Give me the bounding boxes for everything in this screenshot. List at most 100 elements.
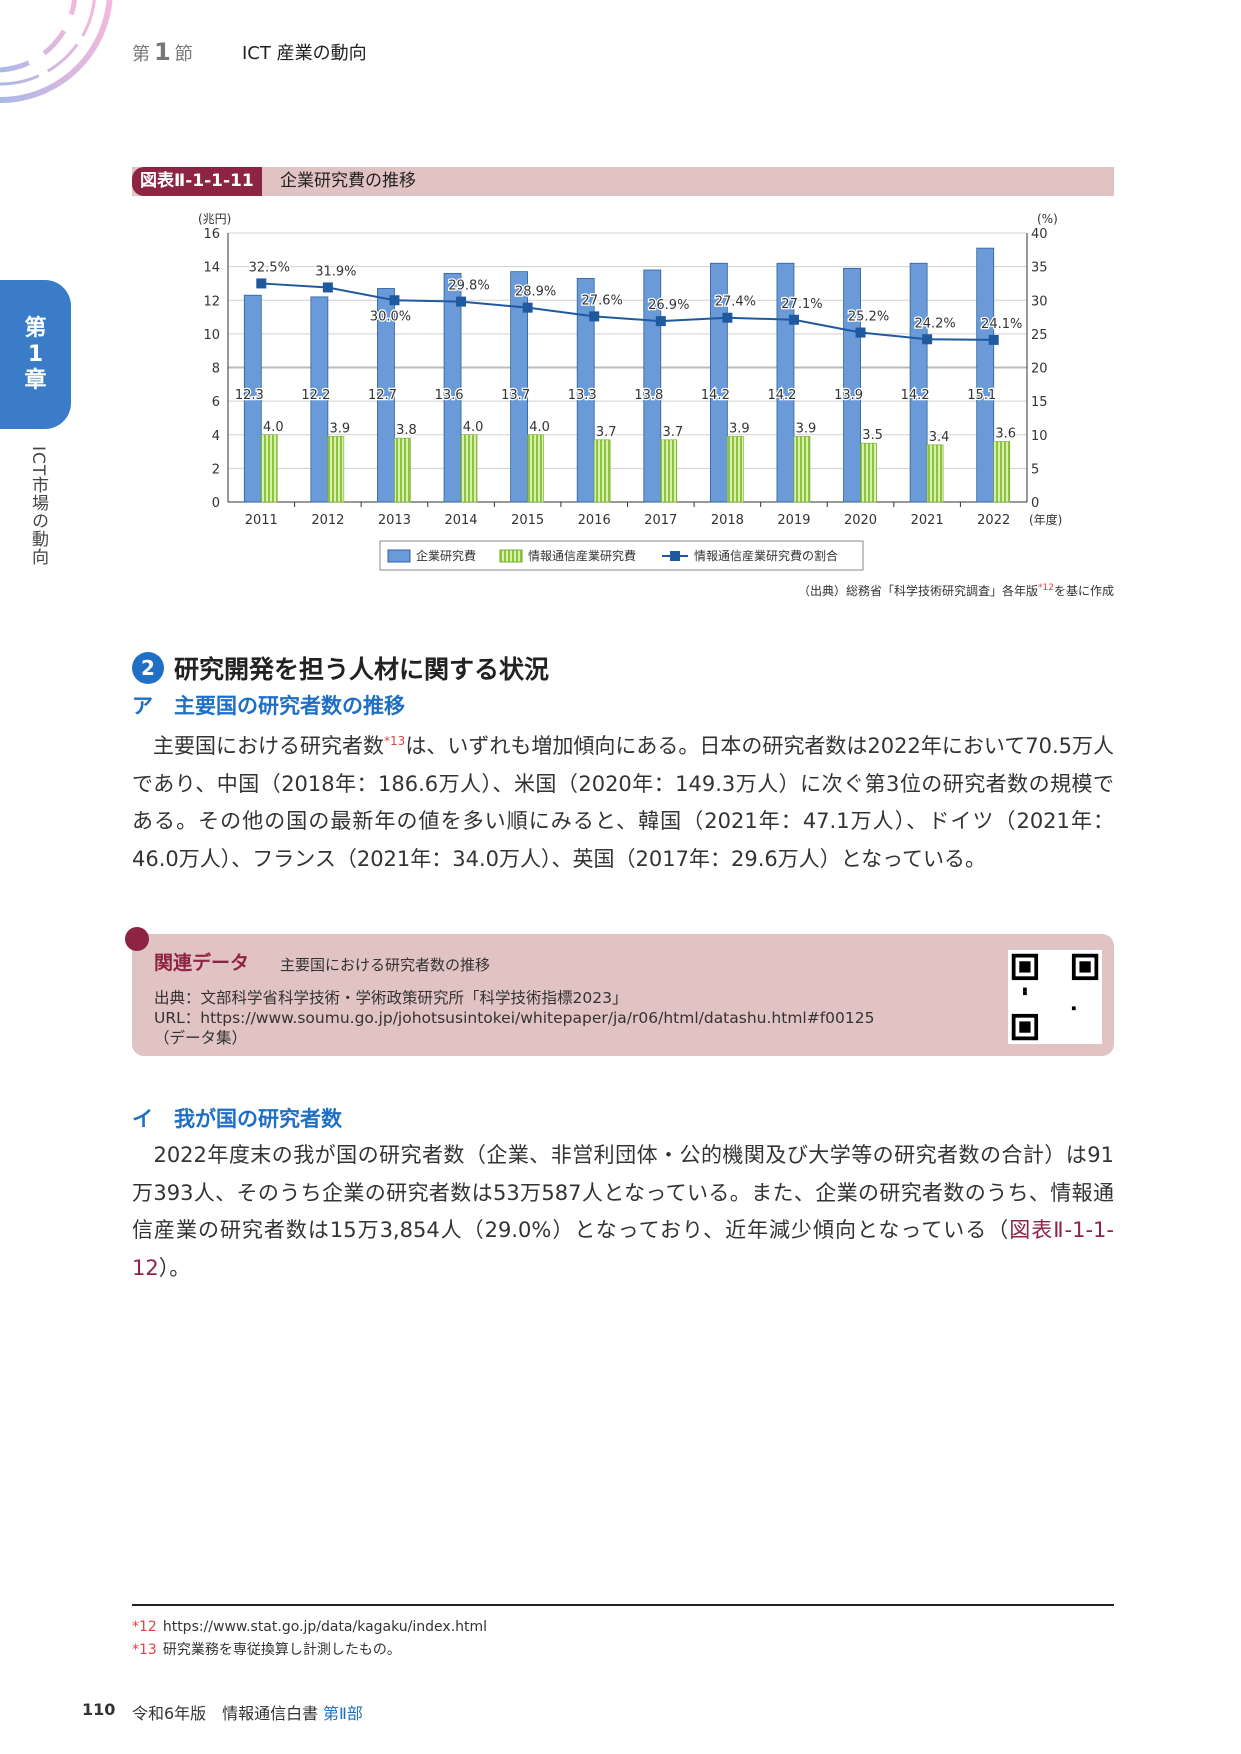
bar-label-ict: 3.7 [662,425,683,440]
x-tick-label: 2012 [311,513,344,528]
bar-label-corporate: 14.2 [767,388,796,403]
ratio-label: 27.6% [582,293,623,308]
bar-ict-rd [327,436,345,503]
left-tick-label: 16 [203,227,220,242]
ratio-label: 31.9% [315,264,356,279]
ratio-label: 30.0% [370,309,411,324]
bar-corporate-rd [843,267,861,503]
bar-label-corporate: 13.3 [568,388,597,403]
ratio-marker [589,311,600,322]
related-data-label: 関連データ [154,952,250,974]
left-tick-label: 10 [203,328,220,343]
x-tick-label: 2011 [245,513,278,528]
right-tick-label: 0 [1031,496,1039,511]
x-tick-label: 2017 [644,513,677,528]
bar-corporate-rd [510,271,529,503]
bar-label-ict: 4.0 [463,420,484,435]
bar-ict-rd [727,436,744,503]
bar-label-ict: 3.4 [929,430,950,445]
bar-label-corporate: 14.2 [901,388,930,403]
bar-corporate-rd [443,272,462,503]
figure-link[interactable]: 図表Ⅱ-1-1-12 [132,1218,1114,1280]
subheading-a: ア 主要国の研究者数の推移 [132,694,405,718]
bar-ict-rd [527,434,544,503]
related-source: 出典：文部科学省科学技術・学術政策研究所「科学技術指標2023」 [154,989,628,1007]
left-tick-label: 6 [212,395,220,410]
decorative-arcs [0,0,113,103]
ratio-marker [322,282,333,293]
left-tick-label: 12 [203,294,220,309]
x-tick-label: 2020 [844,513,877,528]
bar-ict-rd [793,436,811,503]
page-number: 110 [82,1700,116,1719]
bar-label-corporate: 15.1 [967,388,996,403]
right-tick-label: 35 [1031,261,1048,276]
footnote-13: *13 研究業務を専従換算し計測したもの。 [132,1642,401,1658]
related-note: （データ集） [154,1029,248,1047]
bar-label-ict: 4.0 [529,420,550,435]
ratio-label: 24.1% [981,317,1022,332]
research-cost-chart: 0 2 4 6 8 10 12 14 16 0 5 10 15 20 25 30 35 40 (兆円) (%) 12.3… [198,212,1062,571]
section-title: ICT 産業の動向 [242,43,367,64]
ratio-label: 26.9% [648,298,689,313]
left-tick-label: 14 [203,261,220,276]
section-number-badge: 2 [132,652,164,684]
footnote-12: *12 https://www.stat.go.jp/data/kagaku/in… [132,1619,488,1635]
left-tick-label: 2 [212,462,220,477]
right-tick-label: 10 [1031,429,1048,444]
right-axis-label: (%) [1037,212,1058,226]
ratio-marker [456,296,467,307]
figure-source: （出典）総務省「科学技術研究調査」各年版*12を基に作成 [798,583,1114,598]
ratio-label: 32.5% [249,260,290,275]
bar-label-ict: 3.9 [796,421,817,436]
left-axis-label: (兆円) [198,212,231,226]
section-heading: 2 研究開発を担う人材に関する状況 [132,650,549,686]
ratio-marker [788,314,799,325]
ratio-marker [988,334,999,345]
bar-label-ict: 3.5 [862,428,883,443]
bar-ict-rd [394,437,411,503]
bar-label-ict: 3.8 [396,423,417,438]
bar-ict-rd [460,434,478,503]
bar-label-ict: 3.7 [596,425,617,440]
bar-label-ict: 3.6 [995,426,1016,441]
x-tick-label: 2015 [511,513,544,528]
right-tick-label: 40 [1031,227,1048,242]
bar-corporate-rd [643,269,662,503]
paragraph-i: 2022年度末の我が国の研究者数（企業、非営利団体・公的機関及び大学等の研究者数… [132,1143,1114,1280]
left-tick-label: 0 [212,496,220,511]
x-tick-label: 2016 [578,513,611,528]
right-tick-label: 5 [1031,462,1039,477]
left-tick-label: 8 [212,362,220,377]
bar-corporate-rd [576,277,595,503]
ratio-marker [722,312,733,323]
related-dot-icon [125,927,149,951]
legend-label-ratio: 情報通信産業研究費の割合 [694,548,838,563]
x-tick-label: 2013 [378,513,411,528]
ratio-label: 28.9% [515,285,556,300]
right-tick-label: 25 [1031,328,1048,343]
bar-ict-rd [660,439,678,503]
book-title: 令和6年版 情報通信白書 [132,1704,319,1723]
bar-label-corporate: 13.7 [501,388,530,403]
bar-ict-rd [926,444,944,503]
x-tick-label: 2014 [444,513,477,528]
x-unit-label: (年度) [1029,512,1062,527]
chapter-vertical-title: ICT市場の動向 [28,446,48,567]
x-tick-label: 2022 [977,513,1010,528]
qr-code-icon[interactable] [1008,950,1102,1044]
paragraph-a: 主要国における研究者数*13は、いずれも増加傾向にある。日本の研究者数は2022… [132,734,1114,871]
bar-label-corporate: 12.7 [368,388,397,403]
x-tick-label: 2018 [711,513,744,528]
legend-label-ict: 情報通信産業研究費 [528,548,636,563]
ratio-label: 27.1% [781,297,822,312]
bar-corporate-rd [377,288,395,503]
related-url[interactable]: URL：https://www.soumu.go.jp/johotsusinto… [154,1009,875,1027]
right-tick-label: 15 [1031,395,1048,410]
figure-header: 図表Ⅱ-1-1-11 企業研究費の推移 [132,167,1114,196]
x-tick-label: 2019 [777,513,810,528]
legend-box [379,540,864,571]
footnote-ref[interactable]: *13 [384,734,406,748]
